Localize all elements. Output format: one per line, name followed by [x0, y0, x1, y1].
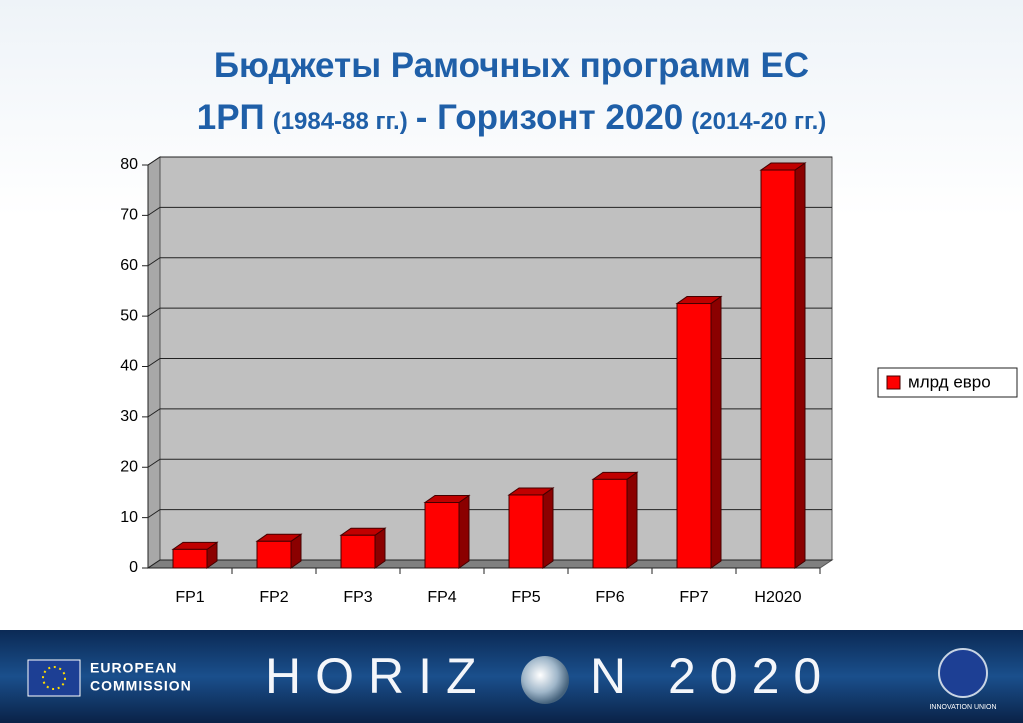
x-tick-label: FP5 [511, 589, 540, 606]
grid-line [147, 206, 832, 216]
bar [256, 540, 292, 569]
title-part: - Горизонт 2020 [415, 98, 684, 137]
title-line: 1РП (1984-88 гг.) - Горизонт 2020 (2014-20 … [0, 92, 1023, 151]
bar [676, 303, 712, 569]
x-tick-label: FP6 [595, 589, 624, 606]
floor [146, 559, 834, 569]
bar [340, 534, 376, 569]
bar [760, 169, 796, 569]
grid-line [147, 358, 832, 367]
x-tick-label: FP2 [259, 589, 288, 606]
bar-side [710, 295, 722, 569]
grid-line [147, 156, 832, 166]
bar-side [542, 486, 554, 569]
legend-box [877, 367, 1018, 398]
plot-area: 0 10 20 30 40 50 60 70 80 FP1 FP2 FP3 FP4 FP5 FP6 FP7 H2… [120, 156, 1018, 606]
grid-line [147, 257, 832, 267]
legend-label: млрд евро [908, 372, 991, 391]
badge-circle [938, 648, 988, 698]
bar-side [626, 471, 638, 569]
x-tick-label: FP4 [427, 589, 456, 606]
org-line: COMMISSION [90, 678, 192, 694]
x-tick-label: FP7 [679, 589, 708, 606]
bar [592, 478, 628, 569]
y-tick-label: 80 [120, 156, 138, 173]
badge-text: INNOVATION UNION [929, 704, 996, 711]
title-line: Бюджеты Рамочных программ ЕС [213, 46, 810, 85]
bar [172, 548, 208, 569]
eu-stars [42, 666, 66, 690]
y-tick-label: 0 [129, 559, 138, 576]
title-part: (1984-88 гг.) [272, 108, 408, 135]
bar [424, 502, 460, 569]
x-tick-label: FP1 [175, 589, 204, 606]
y-tick-label: 10 [120, 509, 138, 526]
bar-side [458, 494, 470, 569]
x-tick-label: FP3 [343, 589, 372, 606]
title-part: (2014-20 гг.) [691, 108, 827, 135]
y-tick-label: 20 [120, 458, 138, 475]
y-tick-label: 30 [120, 408, 138, 425]
footer-band [0, 630, 1023, 723]
title-part: 1РП [196, 98, 265, 137]
grid-line [147, 408, 832, 418]
org-line: EUROPEAN [90, 660, 177, 676]
bar-side [794, 162, 806, 569]
y-tick-label: 60 [120, 257, 138, 274]
x-tick-label: H2020 [754, 589, 801, 606]
eu-flag [27, 659, 81, 697]
legend-swatch [886, 375, 901, 390]
bar [508, 494, 544, 569]
brand-text: HORIZ [265, 648, 491, 704]
grid-line [147, 307, 832, 317]
brand-globe [521, 656, 569, 704]
title: Бюджеты Рамочных программ ЕС 1РП (1984-88… [0, 40, 1023, 151]
y-tick-label: 70 [120, 207, 138, 224]
y-tick-label: 50 [120, 307, 138, 324]
y-tick-label: 40 [120, 358, 138, 375]
grid-line [147, 458, 832, 468]
brand-text: N 2020 [590, 648, 835, 704]
